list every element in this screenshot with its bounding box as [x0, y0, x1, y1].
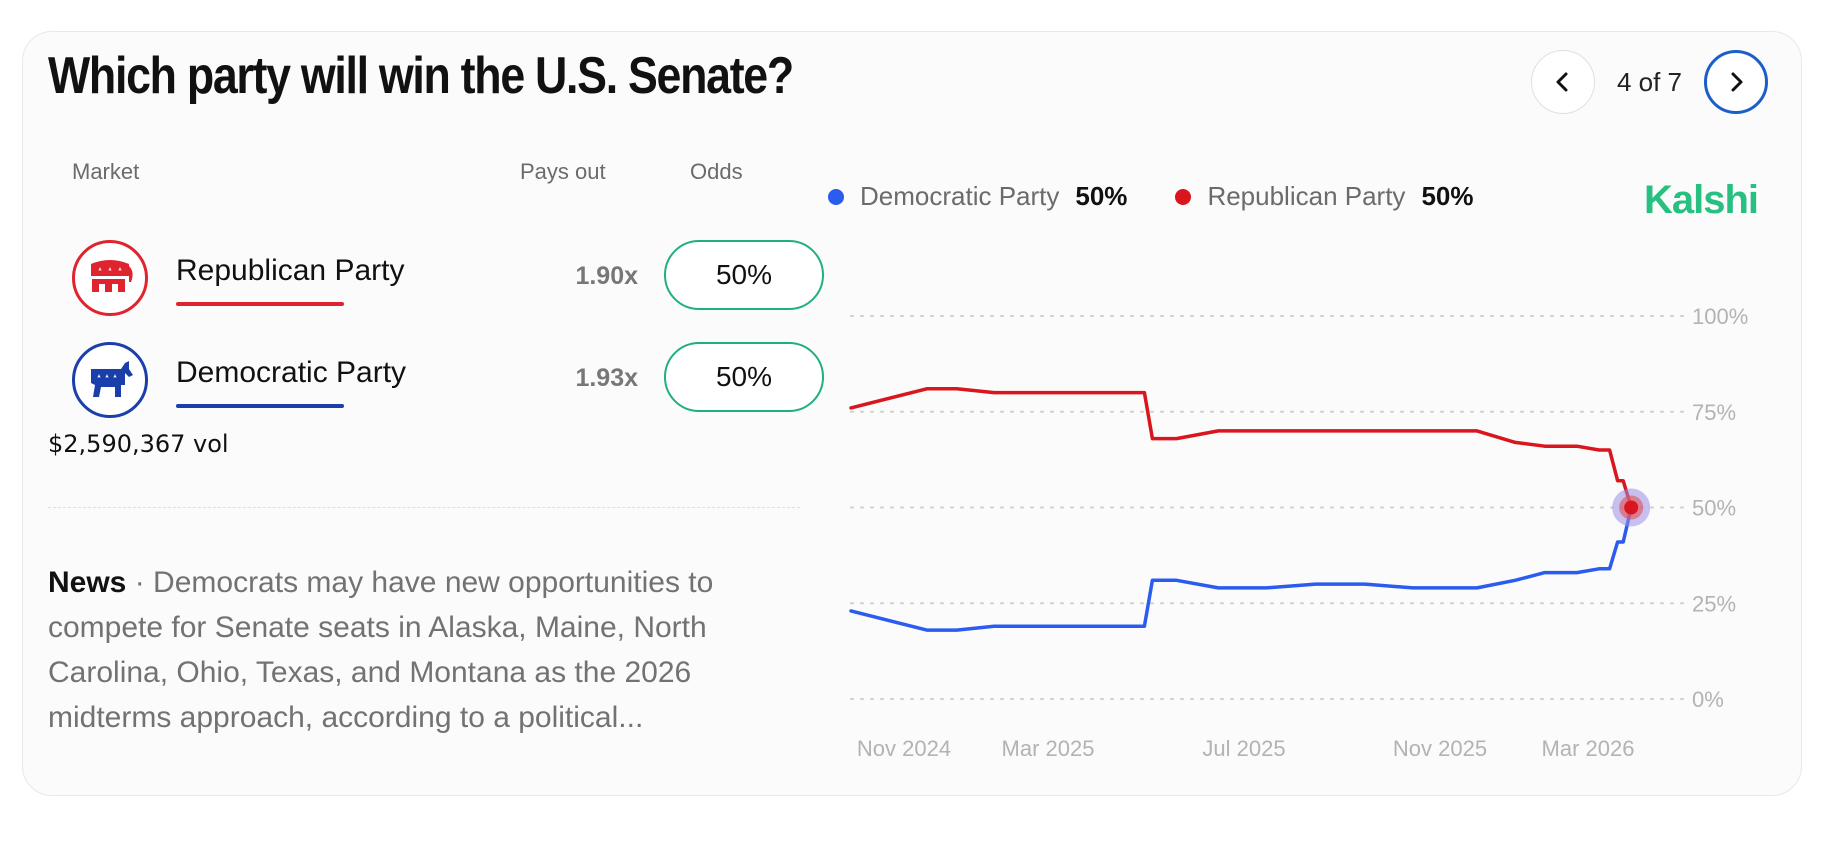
legend-name: Republican Party [1207, 181, 1406, 211]
pager-label: 4 of 7 [1616, 66, 1682, 97]
y-tick-label: 0% [1692, 687, 1724, 712]
x-tick-label: Mar 2025 [1002, 736, 1095, 761]
series-line-democratic-party [849, 505, 1633, 632]
legend-item-republican: Republican Party 50% [1175, 181, 1473, 212]
page-title: Which party will win the U.S. Senate? [48, 47, 794, 105]
market-name: Democratic Party [176, 356, 407, 389]
x-tick-label: Jul 2025 [1202, 736, 1285, 761]
donkey-icon [72, 342, 148, 418]
legend-item-democratic: Democratic Party 50% [828, 181, 1127, 212]
x-tick-label: Mar 2026 [1542, 736, 1635, 761]
y-tick-label: 100% [1692, 304, 1748, 329]
market-name: Republican Party [176, 254, 405, 287]
chevron-left-icon [1556, 72, 1568, 92]
odds-button[interactable]: 50% [664, 240, 824, 310]
current-value-dot [1624, 500, 1639, 515]
previous-button[interactable] [1530, 50, 1595, 114]
news-snippet[interactable]: News · Democrats may have new opportunit… [48, 560, 788, 740]
y-tick-label: 75% [1692, 400, 1736, 425]
market-row-republican[interactable]: Republican Party 1.90x 50% [72, 240, 824, 320]
x-tick-label: Nov 2024 [857, 736, 951, 761]
market-payout: 1.93x [575, 364, 638, 392]
legend-value: 50% [1075, 181, 1128, 211]
market-row-democratic[interactable]: Democratic Party 1.93x 50% [72, 342, 824, 422]
news-separator: · [126, 566, 154, 599]
senate-market-card [22, 31, 1802, 796]
market-color-bar [176, 404, 344, 408]
y-tick-label: 25% [1692, 591, 1736, 616]
section-divider [48, 507, 800, 508]
news-label: News [48, 566, 127, 599]
payout-column-header: Pays out [520, 159, 606, 184]
chart-legend: Democratic Party 50% Republican Party 50… [828, 181, 1521, 212]
series-line-republican-party [849, 387, 1633, 510]
elephant-icon [72, 240, 148, 316]
odds-column-header: Odds [690, 159, 743, 184]
legend-dot [828, 188, 844, 205]
x-tick-label: Nov 2025 [1393, 736, 1487, 761]
legend-dot [1175, 188, 1192, 205]
volume-label: $2,590,367 vol [48, 430, 229, 458]
chevron-right-icon [1731, 72, 1743, 92]
legend-name: Democratic Party [860, 181, 1060, 211]
market-column-header: Market [72, 159, 140, 184]
market-color-bar [176, 302, 344, 306]
legend-value: 50% [1421, 181, 1474, 211]
news-text: Democrats may have new opportunities to … [48, 566, 714, 734]
kalshi-logo: Kalshi [1643, 178, 1759, 222]
y-tick-label: 50% [1692, 496, 1736, 521]
market-payout: 1.90x [575, 262, 638, 290]
odds-button[interactable]: 50% [664, 342, 824, 412]
card-pager: 4 of 7 [1530, 50, 1768, 114]
next-button[interactable] [1704, 50, 1768, 114]
